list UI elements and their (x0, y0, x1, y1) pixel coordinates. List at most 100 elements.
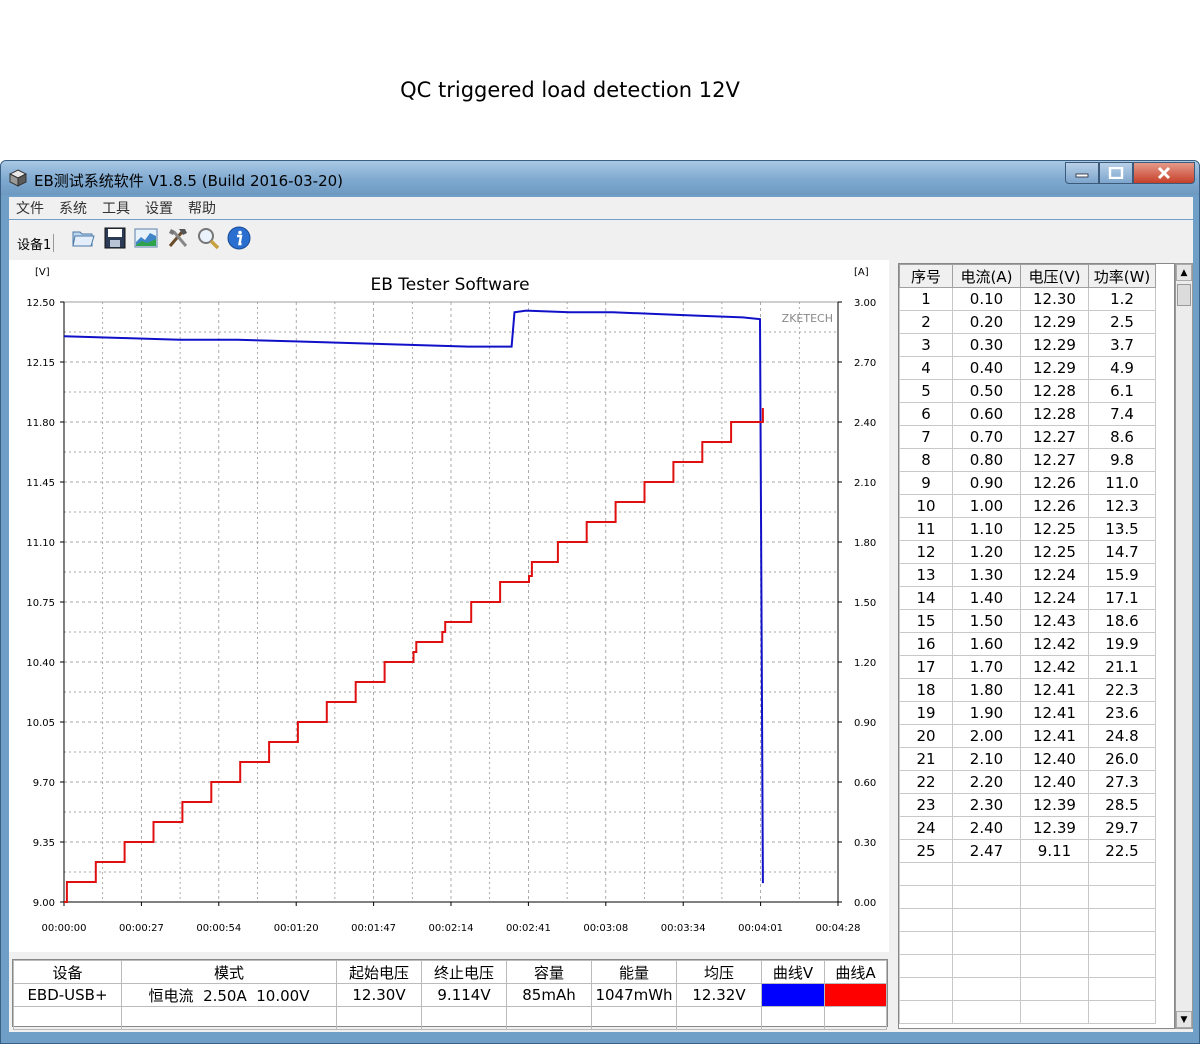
table-row[interactable]: 8 0.80 12.27 9.8 (899, 448, 1156, 472)
tools-icon[interactable] (166, 226, 190, 250)
grid-cell-voltage: 12.40 (1020, 747, 1089, 771)
curve-a-color-swatch[interactable] (824, 983, 887, 1007)
grid-cell-index: 23 (899, 793, 953, 817)
table-row[interactable]: 6 0.60 12.28 7.4 (899, 402, 1156, 426)
grid-cell-power: 3.7 (1088, 333, 1156, 357)
grid-cell-voltage: 12.39 (1020, 816, 1089, 840)
grid-cell-power: 19.9 (1088, 632, 1156, 656)
info-icon[interactable] (227, 226, 251, 250)
title-bar[interactable]: EB测试系统软件 V1.8.5 (Build 2016-03-20) (1, 161, 1199, 195)
table-row[interactable]: 9 0.90 12.26 11.0 (899, 471, 1156, 495)
stats-header-energy: 能量 (591, 960, 677, 984)
table-row[interactable]: 17 1.70 12.42 21.1 (899, 655, 1156, 679)
grid-cell-power: 15.9 (1088, 563, 1156, 587)
table-row[interactable]: 2 0.20 12.29 2.5 (899, 310, 1156, 334)
grid-cell-power: 21.1 (1088, 655, 1156, 679)
x-tick-label: 00:00:00 (42, 923, 87, 934)
grid-cell-power: 8.6 (1088, 425, 1156, 449)
menu-help[interactable]: 帮助 (188, 201, 216, 217)
table-row[interactable]: 5 0.50 12.28 6.1 (899, 379, 1156, 403)
grid-cell-current: 1.00 (952, 494, 1021, 518)
table-row[interactable]: 15 1.50 12.43 18.6 (899, 609, 1156, 633)
grid-empty-cell (1020, 862, 1089, 886)
menu-settings[interactable]: 设置 (145, 201, 173, 217)
grid-cell-current: 1.70 (952, 655, 1021, 679)
scroll-down-arrow-icon[interactable]: ▼ (1176, 1011, 1192, 1028)
left-tick-label: 10.40 (26, 658, 55, 669)
table-row[interactable]: 25 2.47 9.11 22.5 (899, 839, 1156, 863)
window-title: EB测试系统软件 V1.8.5 (Build 2016-03-20) (34, 172, 344, 190)
menu-tools[interactable]: 工具 (102, 201, 130, 217)
grid-cell-index: 4 (899, 356, 953, 380)
table-row[interactable]: 24 2.40 12.39 29.7 (899, 816, 1156, 840)
table-row[interactable]: 22 2.20 12.40 27.3 (899, 770, 1156, 794)
current-series-line (64, 408, 764, 903)
grid-cell-current: 2.20 (952, 770, 1021, 794)
x-tick-label: 00:02:14 (429, 923, 474, 934)
grid-cell-power: 23.6 (1088, 701, 1156, 725)
stats-header-curve-v: 曲线V (761, 960, 825, 984)
table-row[interactable]: 20 2.00 12.41 24.8 (899, 724, 1156, 748)
curve-v-color-swatch[interactable] (761, 983, 825, 1007)
grid-cell-voltage: 12.29 (1020, 333, 1089, 357)
grid-cell-current: 0.80 (952, 448, 1021, 472)
save-icon[interactable] (103, 226, 127, 250)
scroll-up-arrow-icon[interactable]: ▲ (1176, 264, 1192, 281)
table-row[interactable]: 21 2.10 12.40 26.0 (899, 747, 1156, 771)
table-row-empty (899, 954, 1156, 978)
grid-cell-index: 19 (899, 701, 953, 725)
table-row[interactable]: 14 1.40 12.24 17.1 (899, 586, 1156, 610)
grid-cell-index: 17 (899, 655, 953, 679)
open-folder-icon[interactable] (71, 226, 95, 250)
left-tick-label: 11.10 (26, 538, 55, 549)
search-icon[interactable] (196, 226, 220, 250)
grid-header-power[interactable]: 功率(W) (1088, 264, 1156, 288)
left-tick-label: 9.35 (33, 838, 55, 849)
grid-empty-cell (1088, 954, 1156, 978)
grid-empty-cell (899, 908, 953, 932)
grid-cell-current: 1.30 (952, 563, 1021, 587)
table-row[interactable]: 23 2.30 12.39 28.5 (899, 793, 1156, 817)
right-tick-label: 0.90 (854, 718, 876, 729)
stats-mode: 恒电流 2.50A 10.00V (121, 983, 337, 1007)
grid-header-current[interactable]: 电流(A) (952, 264, 1021, 288)
grid-empty-cell (899, 1000, 953, 1024)
grid-empty-cell (899, 954, 953, 978)
right-tick-label: 1.20 (854, 658, 876, 669)
right-tick-label: 2.70 (854, 358, 876, 369)
table-row[interactable]: 19 1.90 12.41 23.6 (899, 701, 1156, 725)
grid-cell-current: 0.90 (952, 471, 1021, 495)
table-row[interactable]: 1 0.10 12.30 1.2 (899, 287, 1156, 311)
grid-cell-voltage: 9.11 (1020, 839, 1089, 863)
grid-header-index[interactable]: 序号 (899, 264, 953, 288)
table-row[interactable]: 10 1.00 12.26 12.3 (899, 494, 1156, 518)
device-tab[interactable]: 设备1 (15, 234, 55, 253)
table-row[interactable]: 3 0.30 12.29 3.7 (899, 333, 1156, 357)
x-tick-label: 00:03:34 (661, 923, 706, 934)
grid-cell-voltage: 12.29 (1020, 356, 1089, 380)
table-row[interactable]: 12 1.20 12.25 14.7 (899, 540, 1156, 564)
minimize-button[interactable] (1065, 162, 1099, 184)
menu-file[interactable]: 文件 (16, 201, 44, 217)
right-tick-label: 3.00 (854, 298, 876, 309)
table-row[interactable]: 4 0.40 12.29 4.9 (899, 356, 1156, 380)
chart-icon[interactable] (134, 226, 158, 250)
maximize-button[interactable] (1099, 162, 1133, 184)
table-row[interactable]: 11 1.10 12.25 13.5 (899, 517, 1156, 541)
table-row[interactable]: 16 1.60 12.42 19.9 (899, 632, 1156, 656)
grid-empty-cell (952, 931, 1021, 955)
menu-system[interactable]: 系统 (59, 201, 87, 217)
scroll-thumb[interactable] (1177, 284, 1191, 306)
close-button[interactable] (1133, 162, 1195, 184)
grid-scrollbar[interactable]: ▲ ▼ (1175, 263, 1193, 1029)
stats-header-device: 设备 (13, 960, 122, 984)
grid-cell-voltage: 12.30 (1020, 287, 1089, 311)
grid-cell-voltage: 12.43 (1020, 609, 1089, 633)
table-row[interactable]: 7 0.70 12.27 8.6 (899, 425, 1156, 449)
stats-empty-cell (13, 1006, 122, 1030)
table-row[interactable]: 18 1.80 12.41 22.3 (899, 678, 1156, 702)
grid-header-voltage[interactable]: 电压(V) (1020, 264, 1089, 288)
app-cube-icon (9, 169, 27, 187)
table-row[interactable]: 13 1.30 12.24 15.9 (899, 563, 1156, 587)
stats-energy: 1047mWh (591, 983, 677, 1007)
